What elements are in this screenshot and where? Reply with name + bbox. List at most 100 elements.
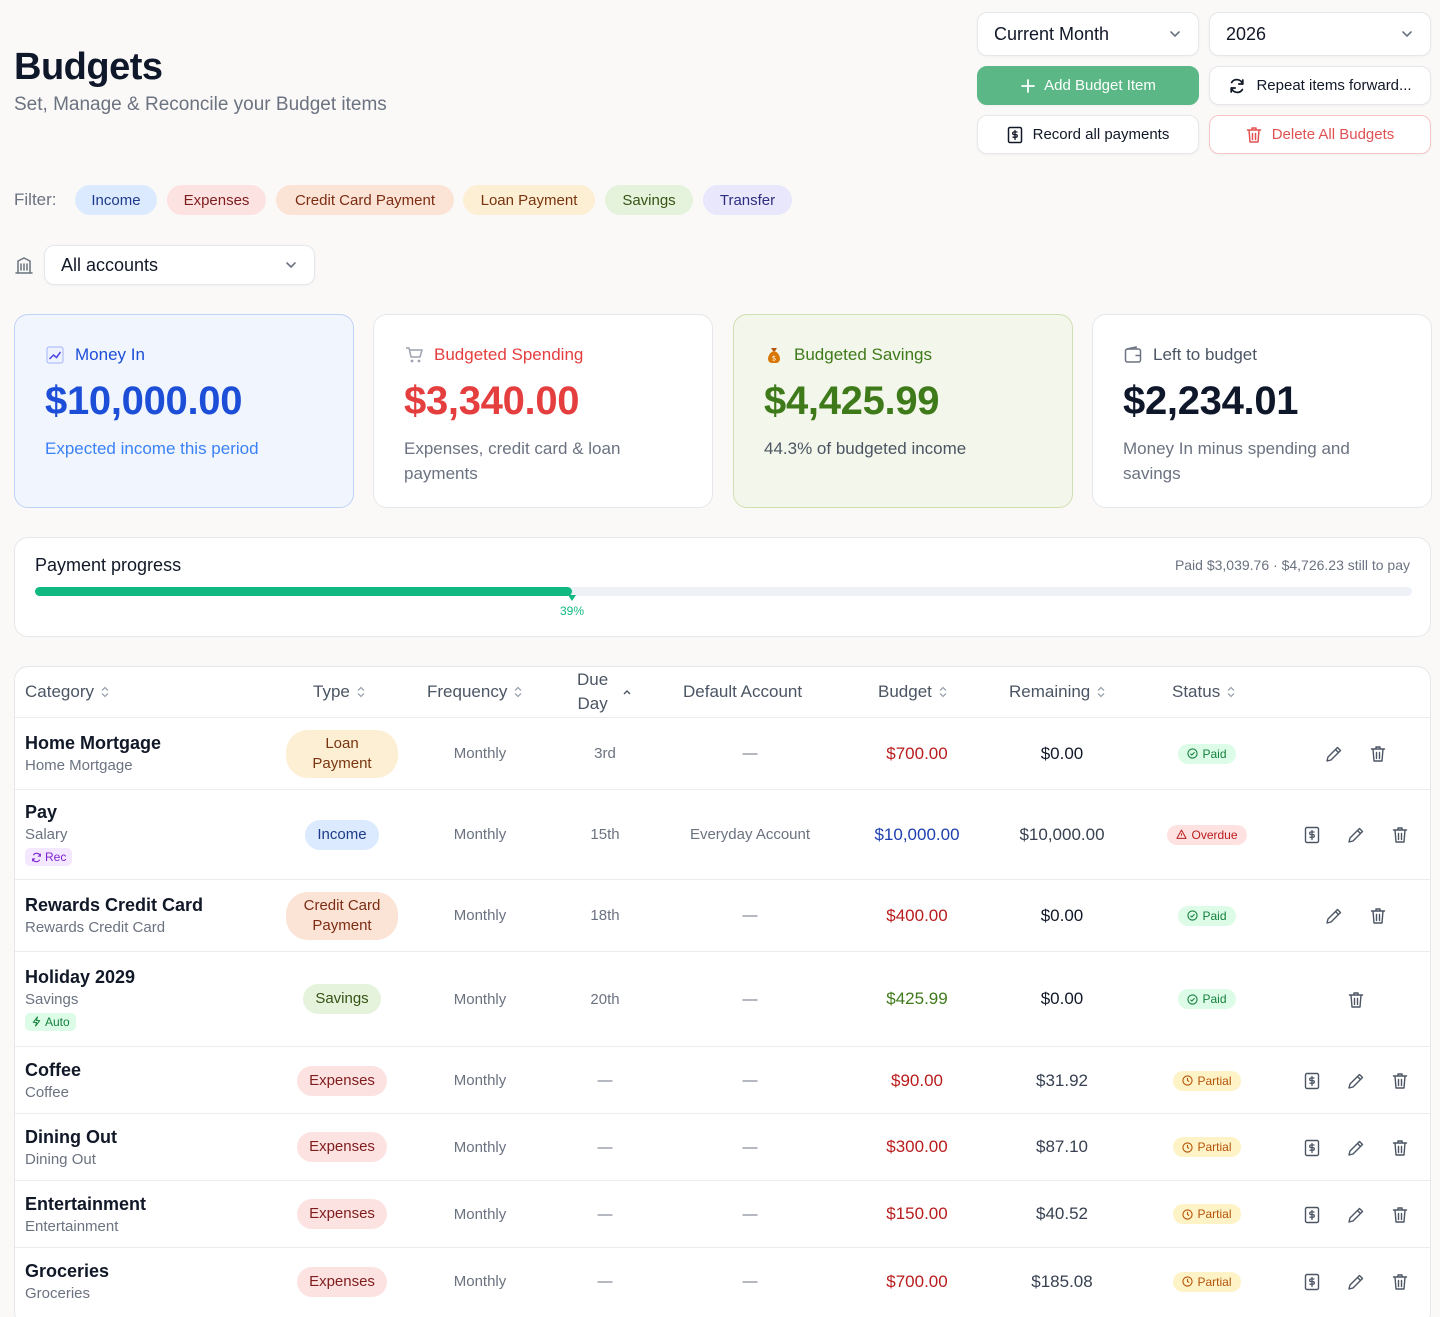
record-payment-row-button[interactable] — [1300, 1136, 1324, 1160]
type-cell: Income — [287, 790, 397, 879]
table-row[interactable]: Home Mortgage Home Mortgage Loan Payment… — [15, 717, 1430, 789]
check-circle-icon — [1187, 993, 1199, 1005]
accounts-select[interactable]: All accounts — [44, 245, 315, 285]
delete-row-button[interactable] — [1388, 823, 1412, 847]
default-account-cell: — — [742, 990, 758, 1008]
frequency-cell: Monthly — [453, 1205, 507, 1223]
edit-row-button[interactable] — [1344, 1270, 1368, 1294]
frequency-cell: Monthly — [453, 907, 507, 924]
clock-icon — [1182, 1276, 1194, 1287]
record-all-payments-button[interactable]: Record all payments — [977, 115, 1199, 154]
payment-progress-summary: Paid $3,039.76 · $4,726.23 still to pay — [1174, 557, 1410, 573]
status-label: Overdue — [1191, 827, 1238, 842]
default-account-cell: — — [742, 1138, 758, 1156]
recurring-tag-label: Rec — [45, 850, 67, 865]
auto-tag-label: Auto — [45, 1014, 70, 1029]
column-header-remaining[interactable]: Remaining — [1009, 680, 1106, 704]
table-row[interactable]: Rewards Credit Card Rewards Credit Card … — [15, 879, 1430, 951]
filter-chip-transfer[interactable]: Transfer — [703, 185, 792, 215]
edit-row-button[interactable] — [1344, 1203, 1368, 1227]
year-select-value: 2026 — [1226, 23, 1267, 44]
filter-chip-credit-card-payment[interactable]: Credit Card Payment — [276, 185, 454, 215]
column-header-due-day[interactable]: Due Day — [577, 668, 632, 716]
add-budget-item-button[interactable]: Add Budget Item — [977, 66, 1199, 105]
default-account-cell: — — [742, 907, 758, 924]
trash-icon — [1392, 1073, 1408, 1089]
due-day-cell: 18th — [590, 907, 620, 924]
filter-chip-expenses[interactable]: Expenses — [167, 185, 266, 215]
delete-row-button[interactable] — [1388, 1136, 1412, 1160]
money-bag-icon: $ — [768, 348, 780, 363]
delete-all-budgets-button[interactable]: Delete All Budgets — [1209, 115, 1431, 154]
delete-row-button[interactable] — [1366, 904, 1390, 928]
record-payment-row-button[interactable] — [1300, 1069, 1324, 1093]
receipt-dollar-icon — [1304, 826, 1320, 844]
due-day-cell: 3rd — [594, 745, 616, 762]
edit-row-button[interactable] — [1344, 1069, 1368, 1093]
table-row[interactable]: Groceries Groceries Expenses Monthly — —… — [15, 1247, 1430, 1315]
table-row[interactable]: Dining Out Dining Out Expenses Monthly —… — [15, 1113, 1430, 1180]
record-payment-row-button[interactable] — [1300, 1270, 1324, 1294]
year-select[interactable]: 2026 — [1209, 12, 1431, 56]
sort-icon — [1097, 686, 1105, 698]
filter-chip-income[interactable]: Income — [75, 185, 157, 215]
table-row[interactable]: Coffee Coffee Expenses Monthly — — $90.0… — [15, 1046, 1430, 1114]
column-header-frequency-label: Frequency — [427, 682, 508, 701]
budget-cell: $400.00 — [886, 905, 948, 925]
type-pill: Loan Payment — [286, 729, 398, 778]
remaining-cell: $0.00 — [1040, 905, 1084, 925]
column-header-type-label: Type — [313, 682, 350, 701]
status-cell: Paid — [1147, 718, 1267, 789]
column-header-type[interactable]: Type — [313, 680, 366, 704]
type-pill: Expenses — [297, 1132, 387, 1162]
remaining-cell: $0.00 — [1040, 743, 1084, 763]
due-day-cell: — — [597, 1072, 613, 1089]
filter-chip-savings[interactable]: Savings — [605, 185, 693, 215]
edit-row-button[interactable] — [1344, 1136, 1368, 1160]
repeat-items-button[interactable]: Repeat items forward... — [1209, 66, 1431, 105]
column-header-budget[interactable]: Budget — [878, 680, 948, 704]
budget-cell: $700.00 — [886, 743, 948, 763]
progress-marker — [568, 595, 576, 601]
edit-row-button[interactable] — [1322, 904, 1346, 928]
status-cell: Overdue — [1147, 790, 1267, 879]
default-account-cell: — — [742, 1072, 758, 1089]
chevron-down-icon — [286, 262, 296, 269]
delete-row-button[interactable] — [1388, 1270, 1412, 1294]
period-select[interactable]: Current Month — [977, 12, 1199, 56]
delete-all-budgets-label: Delete All Budgets — [1271, 126, 1395, 143]
due-day-cell: — — [597, 1205, 613, 1223]
trash-icon — [1370, 746, 1386, 762]
category-cell: Pay Salary Rec — [25, 790, 285, 879]
column-header-default-account-label: Default Account — [683, 682, 803, 701]
delete-row-button[interactable] — [1388, 1203, 1412, 1227]
category-name: Rewards Credit Card — [25, 895, 204, 915]
period-select-value: Current Month — [994, 23, 1110, 44]
column-header-frequency[interactable]: Frequency — [427, 680, 523, 704]
table-row[interactable]: Pay Salary Rec Income Monthly 15th Every… — [15, 789, 1430, 879]
status-badge: Partial — [1173, 1137, 1241, 1157]
status-badge: Overdue — [1167, 824, 1247, 845]
type-cell: Expenses — [287, 1114, 397, 1180]
sort-icon — [1227, 686, 1235, 698]
column-header-status[interactable]: Status — [1172, 680, 1236, 704]
table-row[interactable]: Entertainment Entertainment Expenses Mon… — [15, 1180, 1430, 1247]
column-header-budget-label: Budget — [878, 682, 932, 701]
delete-row-button[interactable] — [1366, 742, 1390, 766]
column-header-category[interactable]: Category — [25, 680, 110, 704]
sort-ascending-icon — [623, 690, 631, 695]
delete-row-button[interactable] — [1344, 988, 1368, 1012]
record-payment-row-button[interactable] — [1300, 1203, 1324, 1227]
due-day-cell: — — [597, 1138, 613, 1156]
add-budget-item-label: Add Budget Item — [1044, 77, 1156, 94]
left-to-budget-card: Left to budget $2,234.01 Money In minus … — [1092, 314, 1432, 508]
due-day-cell: 20th — [590, 990, 620, 1008]
filter-chip-loan-payment[interactable]: Loan Payment — [463, 185, 595, 215]
trash-icon — [1392, 827, 1408, 843]
table-row[interactable]: Holiday 2029 Savings Auto Savings Monthl… — [15, 951, 1430, 1046]
record-payment-row-button[interactable] — [1300, 823, 1324, 847]
edit-row-button[interactable] — [1322, 742, 1346, 766]
money-in-desc: Expected income this period — [45, 439, 259, 458]
delete-row-button[interactable] — [1388, 1069, 1412, 1093]
edit-row-button[interactable] — [1344, 823, 1368, 847]
